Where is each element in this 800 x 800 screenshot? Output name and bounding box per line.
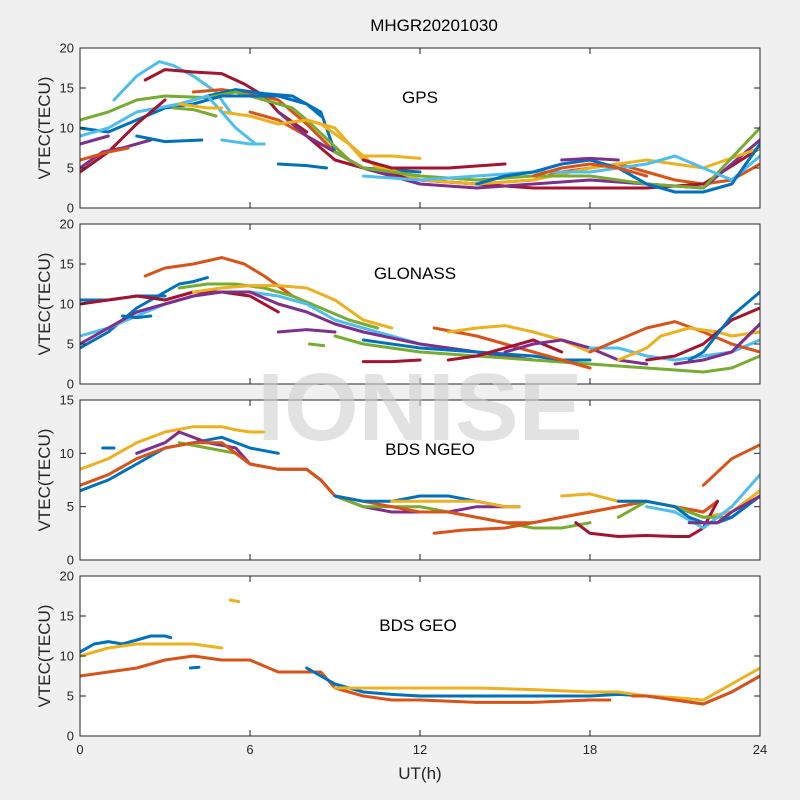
series-line: [616, 494, 760, 525]
series-line: [121, 314, 153, 320]
series-line: [687, 290, 760, 362]
panel-title: BDS GEO: [379, 616, 456, 635]
y-tick-label: 10: [60, 446, 74, 461]
series-line: [220, 138, 266, 146]
x-axis-label: UT(h): [398, 764, 441, 783]
y-tick-label: 15: [60, 257, 74, 272]
series-line: [143, 256, 294, 298]
series-line: [574, 499, 719, 538]
y-tick-label: 20: [60, 217, 74, 232]
series-line: [112, 60, 232, 114]
series-line: [191, 284, 394, 330]
series-line: [645, 306, 760, 362]
x-tick-label: 12: [413, 742, 427, 757]
series-line: [645, 473, 760, 530]
series-line: [177, 282, 379, 330]
y-tick-label: 10: [60, 297, 74, 312]
series-line: [390, 499, 521, 509]
y-tick-label: 15: [60, 393, 74, 408]
series-line: [172, 106, 218, 118]
y-tick-label: 0: [67, 201, 74, 216]
series-group: [80, 425, 760, 538]
y-axis-label: VTEC(TECU): [35, 253, 54, 356]
x-tick-label: 6: [246, 742, 253, 757]
series-line: [588, 320, 760, 354]
y-tick-label: 0: [67, 553, 74, 568]
series-group: [80, 256, 760, 374]
series-line: [80, 290, 535, 362]
panel-title: GLONASS: [374, 264, 456, 283]
y-tick-label: 0: [67, 729, 74, 744]
series-line: [701, 443, 760, 487]
series-line: [80, 290, 280, 314]
series-line: [80, 634, 173, 654]
series-line: [80, 94, 323, 134]
series-line: [631, 674, 760, 706]
panel-1: 0 5 10 15 20 VTEC(TECU) GPS: [35, 41, 761, 216]
series-line: [80, 98, 167, 174]
series-line: [333, 666, 760, 702]
panel-2: 0 5 10 15 20 VTEC(TECU) GLONASS: [35, 217, 761, 392]
series-line: [560, 156, 620, 162]
series-line: [177, 102, 224, 110]
y-axis-label: VTEC(TECU): [35, 605, 54, 708]
series-line: [503, 338, 649, 366]
series-line: [308, 342, 326, 348]
panel-4: 0 6 12 18 24 0 5 10 15 20 VTEC(TECU) BDS GEO: [35, 569, 767, 758]
series-line: [531, 162, 649, 178]
series-line: [673, 322, 760, 366]
series-line: [333, 334, 760, 374]
series-line: [228, 598, 241, 604]
series-group: [80, 60, 760, 194]
series-group: [80, 598, 760, 706]
y-tick-label: 15: [60, 609, 74, 624]
series-line: [189, 665, 201, 670]
series-line: [80, 642, 224, 658]
y-tick-label: 5: [67, 161, 74, 176]
panel-title: BDS NGEO: [385, 440, 475, 459]
y-tick-label: 10: [60, 649, 74, 664]
series-line: [80, 425, 266, 471]
watermark: IONISE: [257, 354, 582, 461]
y-tick-label: 20: [60, 569, 74, 584]
y-axis-label: VTEC(TECU): [35, 429, 54, 532]
series-line: [135, 134, 204, 144]
y-tick-label: 20: [60, 41, 74, 56]
x-tick-label: 0: [76, 742, 83, 757]
panel-title: GPS: [402, 88, 438, 107]
y-tick-label: 5: [67, 499, 74, 514]
series-line: [80, 276, 209, 350]
plot-area: [80, 576, 760, 736]
y-tick-label: 15: [60, 81, 74, 96]
series-line: [432, 499, 719, 535]
panels: 0 5 10 15 20 VTEC(TECU) GPS 0 5 10 15 20 VTEC(TECU) G…: [35, 41, 767, 758]
series-line: [80, 134, 110, 146]
series-line: [276, 328, 337, 334]
y-tick-label: 0: [67, 377, 74, 392]
y-axis-label: VTEC(TECU): [35, 77, 54, 180]
series-line: [687, 494, 760, 525]
series-line: [616, 326, 760, 362]
series-line: [361, 358, 422, 364]
series-line: [80, 146, 130, 162]
series-line: [143, 68, 309, 134]
figure-title: MHGR20201030: [370, 16, 498, 35]
series-line: [361, 154, 422, 160]
x-tick-label: 24: [753, 742, 767, 757]
y-tick-label: 10: [60, 121, 74, 136]
series-line: [361, 158, 507, 170]
y-tick-label: 5: [67, 689, 74, 704]
y-tick-label: 5: [67, 337, 74, 352]
series-line: [276, 162, 328, 170]
panel-3: 0 5 10 15 VTEC(TECU) BDS NGEO: [35, 393, 761, 568]
x-tick-label: 18: [583, 742, 597, 757]
